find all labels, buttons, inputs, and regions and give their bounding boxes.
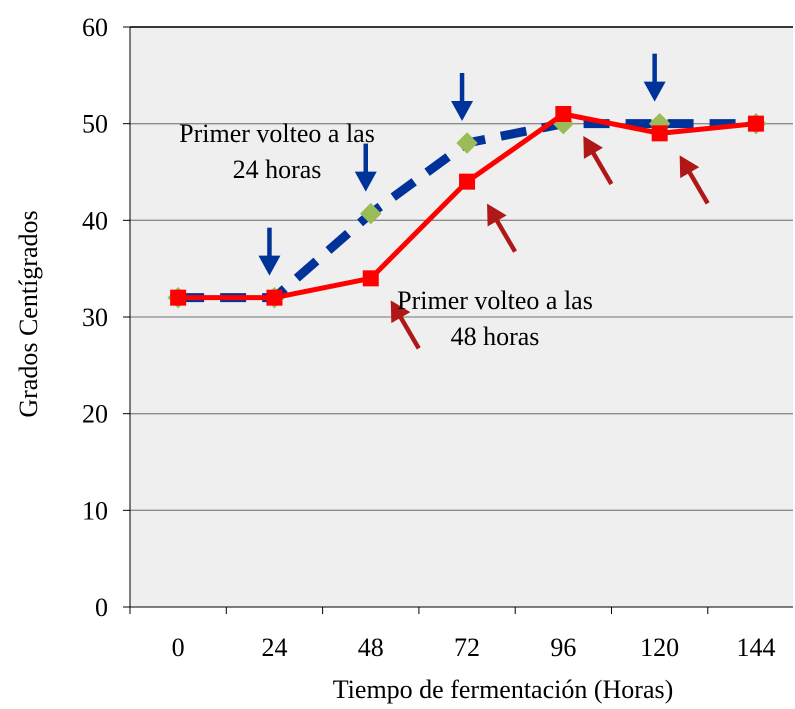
annotation-24h-line1: Primer volteo a las <box>179 119 375 148</box>
y-tick-label-50: 50 <box>82 110 108 139</box>
series-0-point-48 <box>360 202 382 225</box>
y-tick-label-40: 40 <box>82 206 108 235</box>
x-tick-label-144: 144 <box>736 633 775 662</box>
arrow-diag-120-shaft <box>685 168 710 205</box>
series-0-point-72 <box>456 132 478 154</box>
y-tick-label-10: 10 <box>82 496 108 525</box>
series-1-point-144 <box>747 115 764 132</box>
arrow-diag-120-head <box>679 155 700 179</box>
y-axis-title: Grados Centígrados <box>14 210 43 417</box>
series-1-point-24 <box>266 289 283 306</box>
arrow-diag-48-head <box>390 300 411 324</box>
series-1-point-96 <box>555 106 572 122</box>
arrow-diag-96-shaft <box>589 148 614 186</box>
annotation-48h-line1: Primer volteo a las <box>397 286 593 315</box>
annotation-48h-line2: 48 horas <box>451 322 540 351</box>
arrow-down-72-head <box>451 101 474 121</box>
x-tick-label-24: 24 <box>261 633 287 662</box>
y-tick-label-20: 20 <box>82 400 108 429</box>
x-tick-labels: 0 24 48 72 96 120 144 <box>172 633 776 662</box>
arrow-diag-72-shaft <box>493 216 517 253</box>
y-tick-label-0: 0 <box>95 593 108 622</box>
arrow-diag-48-shaft <box>396 313 421 350</box>
x-tick-label-48: 48 <box>358 633 384 662</box>
series-1-point-120 <box>651 125 668 142</box>
axes <box>129 26 793 614</box>
series-1-point-0 <box>170 289 187 306</box>
arrow-down-120-head <box>643 81 666 102</box>
y-tick-label-60: 60 <box>82 13 108 42</box>
arrow-diag-72-head <box>487 203 507 227</box>
x-axis-title: Tiempo de fermentación (Horas) <box>333 675 674 704</box>
series-1-point-72 <box>459 173 476 190</box>
y-tick-labels: 0 10 20 30 40 50 60 <box>82 13 108 622</box>
arrow-down-24-head <box>258 255 281 276</box>
y-tick-label-30: 30 <box>82 303 108 332</box>
x-tick-label-120: 120 <box>640 633 679 662</box>
x-tick-label-96: 96 <box>550 633 576 662</box>
series-layer <box>167 106 767 309</box>
annotation-24h-line2: 24 horas <box>233 155 322 184</box>
arrow-diag-96-head <box>583 136 603 159</box>
x-tick-label-0: 0 <box>172 633 185 662</box>
x-tick-label-72: 72 <box>454 633 480 662</box>
arrow-annotations <box>258 53 710 350</box>
arrow-down-48-head <box>354 171 377 192</box>
series-1-point-48 <box>362 270 379 287</box>
